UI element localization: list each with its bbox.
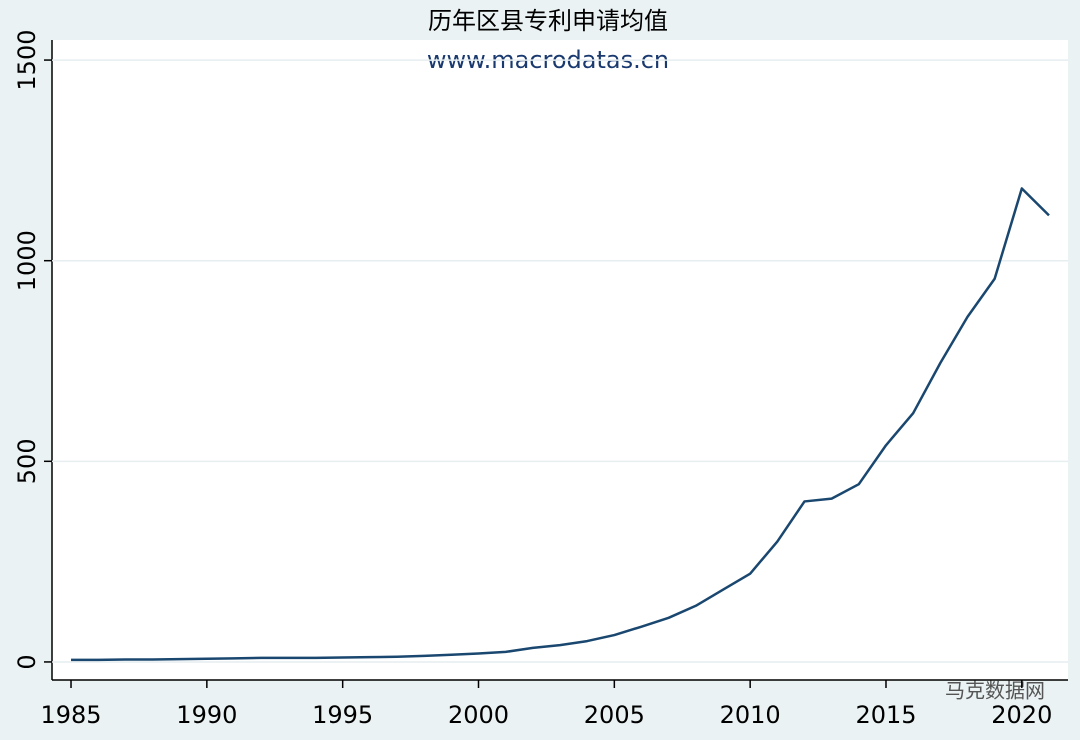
x-tick-label: 2000 (448, 701, 509, 729)
line-series (71, 187, 1050, 662)
chart-title: 历年区县专利申请均值 (428, 7, 668, 35)
x-tick-label: 2015 (855, 701, 916, 729)
x-tick-label: 1990 (176, 701, 237, 729)
x-tick-label: 2010 (720, 701, 781, 729)
x-tick-label: 2020 (991, 701, 1052, 729)
watermark: 马克数据网 (945, 679, 1045, 703)
y-tick-label: 0 (13, 654, 41, 669)
y-tick-label: 1500 (13, 30, 41, 91)
y-tick-label: 1000 (13, 230, 41, 291)
y-tick-label: 500 (13, 438, 41, 484)
x-tick-label: 1995 (312, 701, 373, 729)
x-tick-label: 2005 (584, 701, 645, 729)
plot-area (52, 40, 1068, 680)
x-tick-label: 1985 (40, 701, 101, 729)
